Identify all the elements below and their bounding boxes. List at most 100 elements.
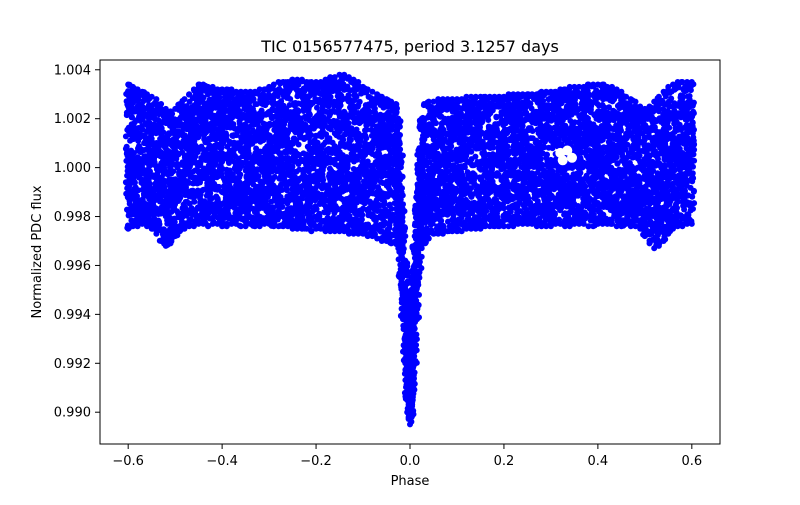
data-point: [259, 131, 266, 138]
data-point: [194, 187, 201, 194]
data-point: [179, 214, 186, 221]
data-point: [160, 177, 167, 184]
data-point: [227, 197, 234, 204]
data-point: [311, 156, 318, 162]
data-point: [316, 213, 323, 220]
data-point: [397, 233, 404, 239]
data-point: [330, 198, 337, 205]
data-point: [132, 204, 139, 211]
data-point: [344, 161, 351, 168]
data-point: [146, 120, 153, 127]
data-point: [386, 232, 393, 239]
data-point: [259, 191, 266, 198]
data-point: [170, 220, 177, 227]
data-point: [353, 131, 360, 138]
data-point: [399, 214, 406, 221]
data-point: [369, 145, 376, 152]
data-point: [235, 144, 242, 151]
data-point: [184, 109, 191, 116]
data-point: [153, 230, 160, 237]
data-point: [205, 223, 211, 230]
data-point: [203, 103, 210, 110]
data-point: [147, 168, 153, 175]
data-point: [151, 155, 158, 162]
data-point: [137, 113, 144, 120]
data-point: [386, 152, 393, 159]
data-point: [125, 225, 132, 232]
data-point: [137, 146, 144, 152]
data-point: [167, 240, 174, 247]
data-point: [293, 101, 300, 108]
data-point: [377, 123, 384, 130]
data-point: [377, 179, 384, 185]
data-point: [411, 345, 418, 352]
data-point: [184, 198, 191, 205]
data-point: [295, 141, 302, 148]
data-point: [330, 159, 337, 166]
data-point: [204, 192, 211, 198]
data-point: [395, 170, 402, 176]
data-point: [189, 135, 195, 142]
data-point: [174, 139, 181, 146]
data-point: [132, 186, 139, 193]
data-point: [221, 206, 228, 213]
data-point: [175, 128, 182, 135]
data-point: [181, 225, 188, 232]
data-point: [246, 135, 253, 142]
data-point: [142, 205, 148, 212]
data-point: [400, 225, 407, 231]
data-point: [184, 119, 191, 125]
data-point: [193, 192, 200, 199]
data-point: [222, 191, 229, 198]
data-point: [249, 105, 256, 112]
data-point: [278, 88, 285, 94]
data-point: [144, 95, 151, 102]
data-point: [344, 83, 351, 90]
data-point: [217, 144, 224, 151]
data-point: [245, 144, 251, 151]
data-point: [160, 143, 167, 149]
data-point: [184, 134, 190, 141]
data-point: [363, 135, 370, 142]
data-point: [278, 158, 285, 165]
data-point: [160, 234, 167, 241]
data-point: [321, 118, 327, 125]
data-point: [386, 172, 393, 179]
data-point: [381, 219, 388, 225]
data-point: [175, 178, 182, 185]
data-point: [212, 159, 219, 166]
data-point: [156, 221, 163, 228]
data-point: [204, 186, 211, 193]
data-point: [386, 113, 392, 120]
data-point: [397, 152, 404, 159]
data-point: [171, 204, 177, 211]
data-point: [330, 146, 337, 152]
data-point: [184, 178, 191, 185]
data-point: [124, 126, 131, 133]
data-point: [188, 160, 195, 166]
data-point: [392, 110, 399, 117]
data-point: [133, 91, 140, 98]
data-point: [274, 216, 281, 223]
data-point: [409, 397, 416, 403]
data-point: [293, 150, 300, 157]
data-point: [161, 168, 168, 174]
data-point: [138, 101, 145, 108]
data-point: [287, 122, 294, 129]
data-point: [349, 216, 356, 223]
data-point: [209, 155, 216, 162]
data-point: [386, 180, 393, 187]
data-point: [289, 163, 296, 170]
data-point: [343, 121, 350, 128]
data-point: [155, 111, 162, 118]
data-point: [205, 83, 211, 90]
data-point: [288, 220, 295, 227]
data-point: [407, 421, 413, 428]
data-point: [205, 210, 212, 217]
data-point: [191, 198, 198, 205]
data-point: [175, 198, 182, 204]
data-point: [170, 168, 177, 175]
data-point: [306, 182, 312, 188]
data-point: [408, 414, 415, 421]
data-point: [171, 154, 178, 161]
